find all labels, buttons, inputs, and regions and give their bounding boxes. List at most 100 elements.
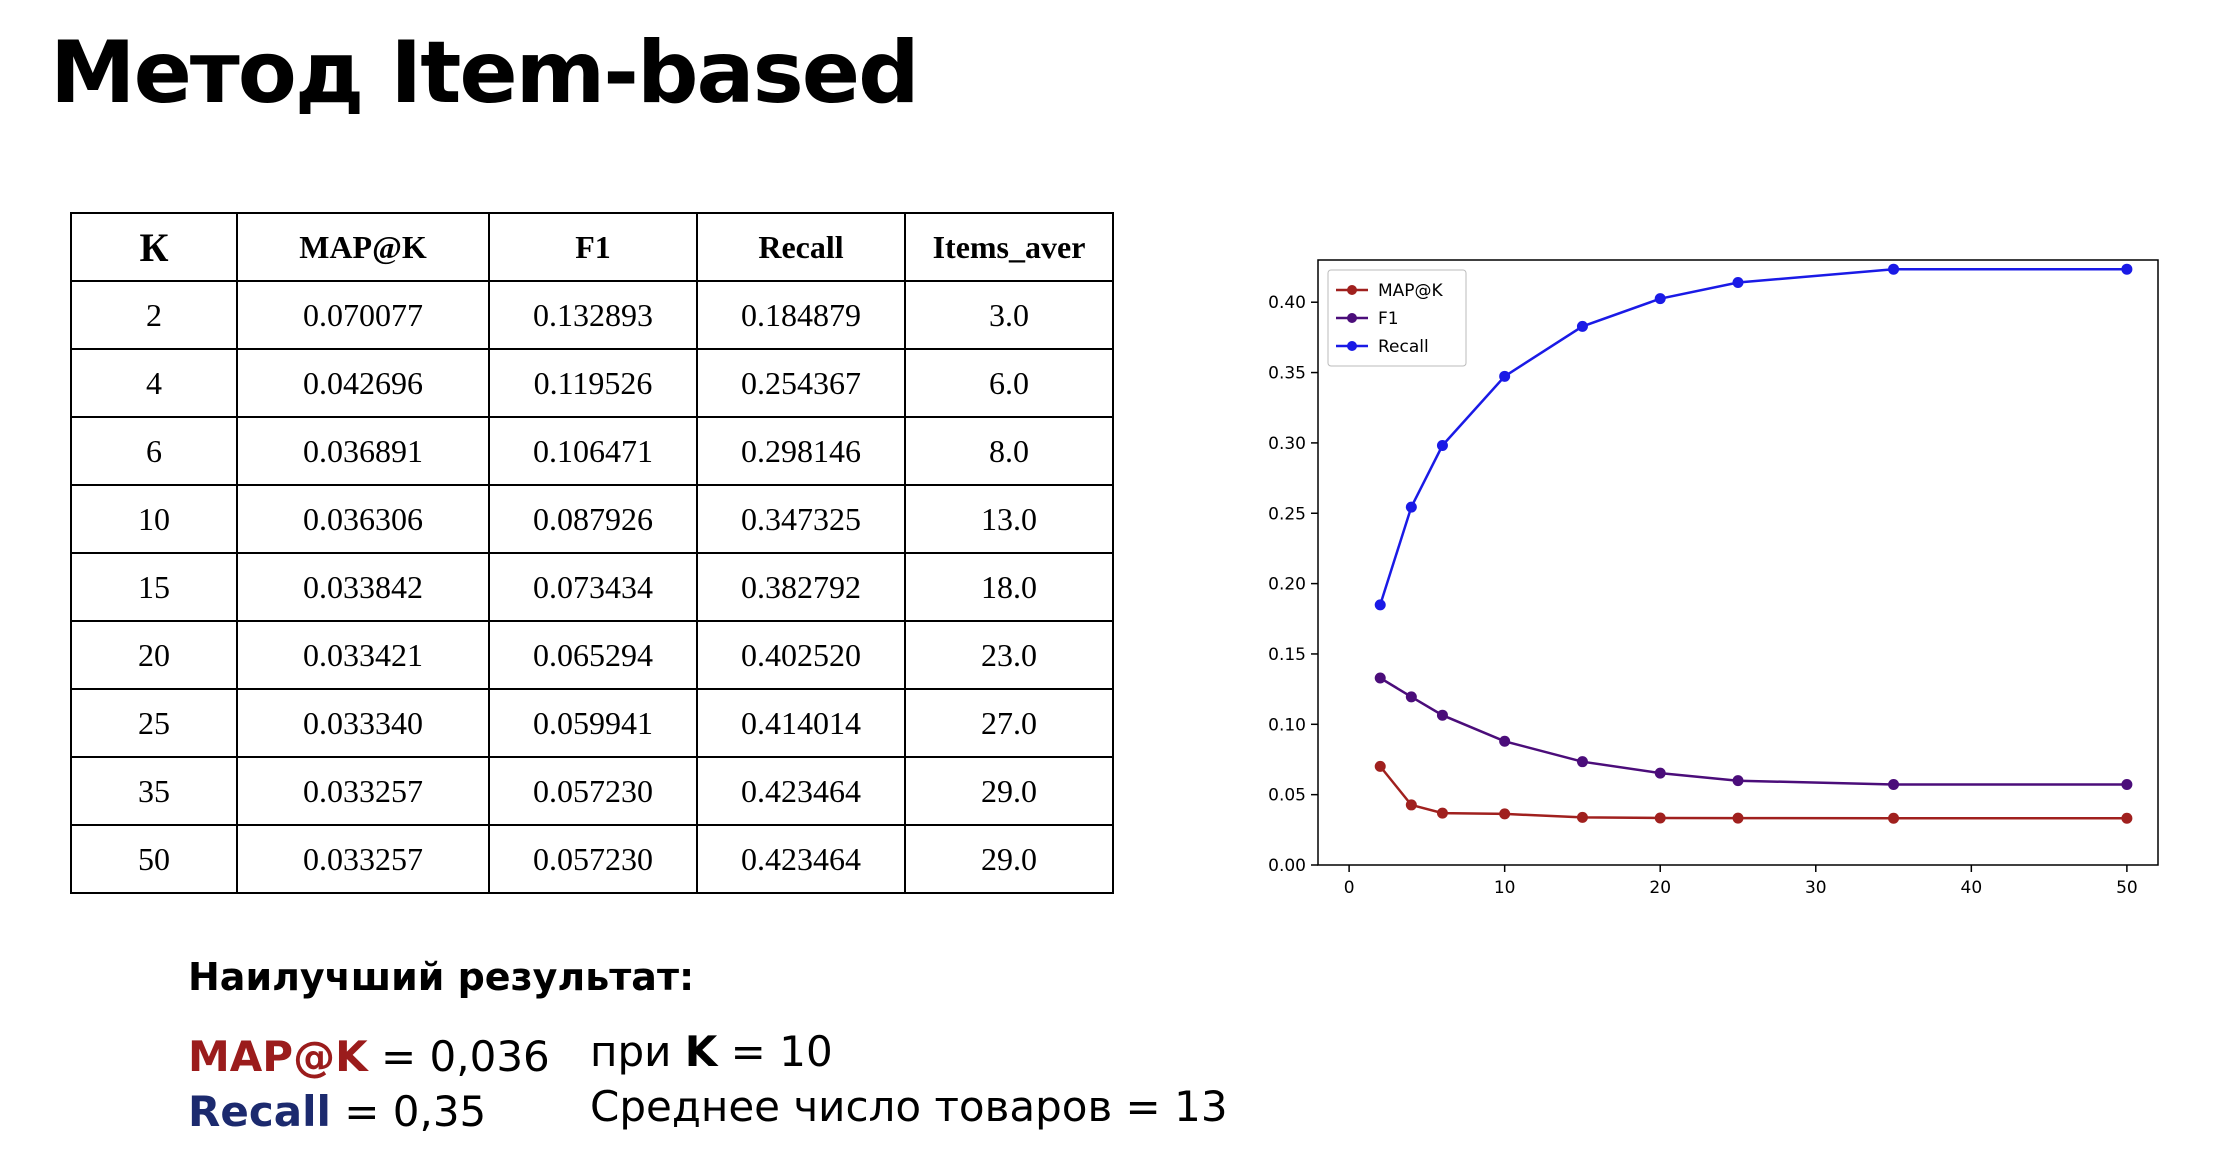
cell-f1: 0.119526 [488, 348, 698, 418]
table-row: 35 0.033257 0.057230 0.423464 29.0 [70, 756, 1114, 826]
cell-mapk: 0.033340 [236, 688, 490, 758]
data-point-recall [1436, 440, 1448, 452]
data-point-f1 [1576, 756, 1588, 768]
legend-marker-f1 [1347, 313, 1357, 323]
y-tick-label: 0.00 [1268, 856, 1306, 876]
cell-mapk: 0.036891 [236, 416, 490, 486]
best-k-label: K [684, 1027, 718, 1076]
cell-items-aver: 23.0 [904, 620, 1114, 690]
cell-k: 25 [70, 688, 238, 758]
best-k-line: при K = 10 [590, 1027, 833, 1076]
cell-recall: 0.414014 [696, 688, 906, 758]
cell-f1: 0.106471 [488, 416, 698, 486]
page-title: Метод Item-based [50, 23, 920, 123]
plot-frame [1317, 259, 2159, 866]
data-point-map-k [1576, 811, 1588, 823]
y-tick-label: 0.05 [1268, 786, 1306, 806]
table-row: 25 0.033340 0.059941 0.414014 27.0 [70, 688, 1114, 758]
cell-recall: 0.423464 [696, 756, 906, 826]
cell-k: 50 [70, 824, 238, 894]
table-row: 6 0.036891 0.106471 0.298146 8.0 [70, 416, 1114, 486]
table-row: 50 0.033257 0.057230 0.423464 29.0 [70, 824, 1114, 894]
data-point-map-k [1499, 808, 1511, 820]
table-body: 2 0.070077 0.132893 0.184879 3.0 4 0.042696 0.1… [70, 280, 1114, 894]
data-point-map-k [1374, 760, 1386, 772]
data-point-recall [1732, 276, 1744, 288]
data-point-map-k [1405, 799, 1417, 811]
cell-k: 15 [70, 552, 238, 622]
cell-items-aver: 29.0 [904, 756, 1114, 826]
x-tick-label: 50 [2116, 878, 2138, 898]
cell-f1: 0.057230 [488, 824, 698, 894]
legend-label-recall: Recall [1378, 337, 1429, 357]
best-k-value: = 10 [717, 1027, 833, 1076]
cell-f1: 0.059941 [488, 688, 698, 758]
series-line-map-k [1379, 765, 2127, 820]
cell-items-aver: 29.0 [904, 824, 1114, 894]
cell-k: 4 [70, 348, 238, 418]
header-f1: F1 [488, 212, 698, 282]
data-point-map-k [1732, 812, 1744, 824]
best-map-label: MAP@K [188, 1032, 368, 1081]
cell-mapk: 0.036306 [236, 484, 490, 554]
cell-recall: 0.347325 [696, 484, 906, 554]
data-point-recall [1654, 293, 1666, 305]
cell-items-aver: 6.0 [904, 348, 1114, 418]
data-point-f1 [1888, 778, 1900, 790]
cell-items-aver: 18.0 [904, 552, 1114, 622]
best-items-line: Среднее число товаров = 13 [590, 1082, 1228, 1131]
metrics-line-chart: 0.00 0.05 0.10 0.15 0.20 0.25 0.30 0.35 0.40 0 10 2… [1268, 259, 2159, 898]
cell-mapk: 0.070077 [236, 280, 490, 350]
data-point-recall [1499, 370, 1511, 382]
data-point-recall [2121, 263, 2133, 275]
header-k: К [70, 212, 238, 282]
data-point-map-k [1888, 812, 1900, 824]
legend-label-map-k: MAP@K [1378, 281, 1444, 301]
cell-f1: 0.065294 [488, 620, 698, 690]
data-point-f1 [1374, 672, 1386, 684]
y-tick-label: 0.40 [1268, 293, 1306, 313]
best-recall-label: Recall [188, 1087, 331, 1136]
table-row: 15 0.033842 0.073434 0.382792 18.0 [70, 552, 1114, 622]
best-map-line: MAP@K = 0,036 [188, 1032, 550, 1081]
best-recall-value: = 0,35 [330, 1087, 487, 1136]
series-line-f1 [1379, 676, 2127, 786]
data-point-f1 [1436, 709, 1448, 721]
cell-mapk: 0.042696 [236, 348, 490, 418]
data-point-map-k [2121, 812, 2133, 824]
cell-recall: 0.298146 [696, 416, 906, 486]
best-map-value: = 0,036 [367, 1032, 550, 1081]
cell-k: 2 [70, 280, 238, 350]
cell-recall: 0.402520 [696, 620, 906, 690]
legend-label-f1: F1 [1378, 309, 1399, 329]
header-items-aver: Items_aver [904, 212, 1114, 282]
data-point-recall [1576, 320, 1588, 332]
results-table: К MAP@K F1 Recall Items_aver 2 0.070077 0.… [70, 212, 1114, 894]
cell-k: 6 [70, 416, 238, 486]
y-tick-label: 0.20 [1268, 575, 1306, 595]
cell-f1: 0.057230 [488, 756, 698, 826]
best-recall-line: Recall = 0,35 [188, 1087, 486, 1136]
best-result-heading: Наилучший результат: [188, 955, 695, 999]
cell-f1: 0.087926 [488, 484, 698, 554]
cell-mapk: 0.033257 [236, 756, 490, 826]
x-tick-label: 20 [1649, 878, 1671, 898]
header-recall: Recall [696, 212, 906, 282]
cell-recall: 0.382792 [696, 552, 906, 622]
table-row: 20 0.033421 0.065294 0.402520 23.0 [70, 620, 1114, 690]
cell-items-aver: 27.0 [904, 688, 1114, 758]
cell-f1: 0.132893 [488, 280, 698, 350]
data-point-f1 [1732, 775, 1744, 787]
legend-box [1327, 269, 1467, 367]
table-header-row: К MAP@K F1 Recall Items_aver [70, 212, 1114, 282]
y-tick-label: 0.10 [1268, 715, 1306, 735]
cell-mapk: 0.033257 [236, 824, 490, 894]
cell-recall: 0.423464 [696, 824, 906, 894]
cell-items-aver: 3.0 [904, 280, 1114, 350]
y-tick-label: 0.15 [1268, 645, 1306, 665]
data-point-recall [1405, 501, 1417, 513]
best-k-prefix: при [590, 1027, 685, 1076]
x-tick-label: 40 [1961, 878, 1983, 898]
cell-k: 35 [70, 756, 238, 826]
table-row: 10 0.036306 0.087926 0.347325 13.0 [70, 484, 1114, 554]
